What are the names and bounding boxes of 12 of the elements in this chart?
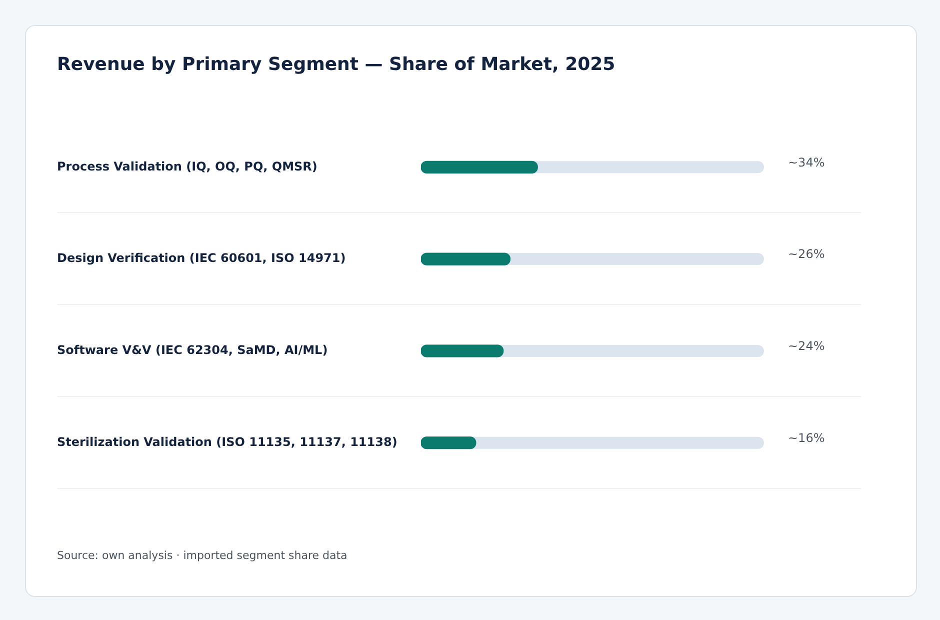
- source-note: Source: own analysis · imported segment share data: [57, 549, 348, 562]
- chart-title: Revenue by Primary Segment — Share of Market, 2025: [57, 54, 616, 75]
- y-tick-label: Design Verification (IEC 60601, ISO 14971): [57, 251, 346, 266]
- data-label: ~26%: [788, 247, 825, 262]
- y-tick-label: Process Validation (IQ, OQ, PQ, QMSR): [57, 159, 318, 174]
- data-label: ~34%: [788, 155, 825, 170]
- data-label: ~24%: [788, 339, 825, 354]
- bar: [421, 344, 504, 358]
- data-label: ~16%: [788, 430, 825, 445]
- bar: [421, 436, 476, 450]
- y-tick-label: Sterilization Validation (ISO 11135, 11137, 11138): [57, 434, 398, 449]
- y-tick-label: Software V&V (IEC 62304, SaMD, AI/ML): [57, 343, 328, 358]
